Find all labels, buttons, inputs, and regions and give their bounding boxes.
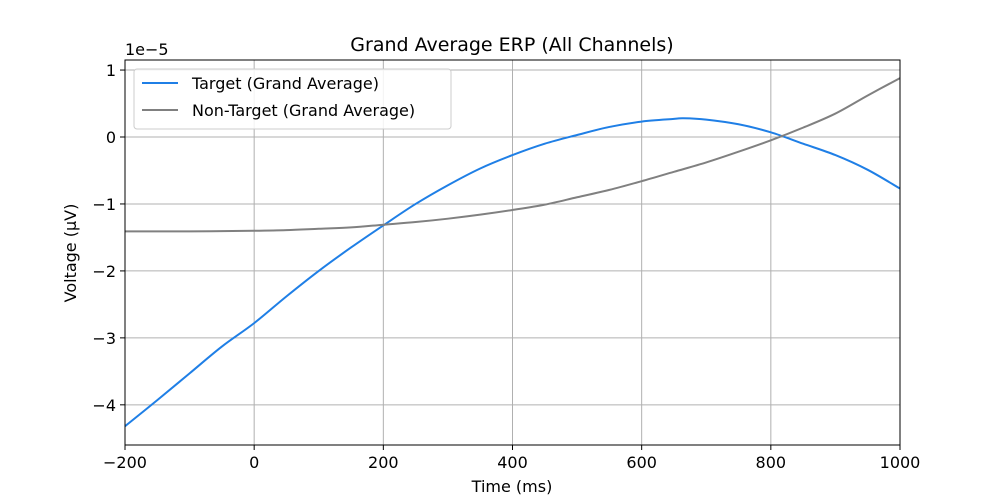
x-tick-label: 600 [626,453,657,472]
y-tick-label: 0 [106,128,116,147]
legend: Target (Grand Average) Non-Target (Grand… [133,68,452,130]
y-tick-label: −3 [92,329,116,348]
x-tick-label: 400 [497,453,528,472]
x-tick-label: 0 [249,453,259,472]
axis-ticks: −200 0 200 400 600 800 1000 −4 −3 −2 −1 0 1 [92,61,920,472]
series-lines [124,77,901,428]
series-line-target [124,117,901,428]
series-line-non-target [124,77,901,233]
y-tick-label: −4 [92,396,116,415]
x-tick-label: −200 [103,453,147,472]
y-tick-label: 1 [106,61,116,80]
x-tick-label: 200 [368,453,399,472]
x-axis-label: Time (ms) [471,477,553,496]
legend-label-target: Target (Grand Average) [191,74,379,93]
chart-title: Grand Average ERP (All Channels) [350,34,673,56]
y-tick-label: −1 [92,195,116,214]
legend-label-non-target: Non-Target (Grand Average) [192,101,415,120]
x-tick-label: 800 [756,453,787,472]
legend-box [133,68,452,130]
y-axis-label: Voltage (μV) [61,204,80,303]
y-axis-offset-label: 1e−5 [125,40,169,59]
y-tick-label: −2 [92,262,116,281]
x-tick-label: 1000 [880,453,921,472]
